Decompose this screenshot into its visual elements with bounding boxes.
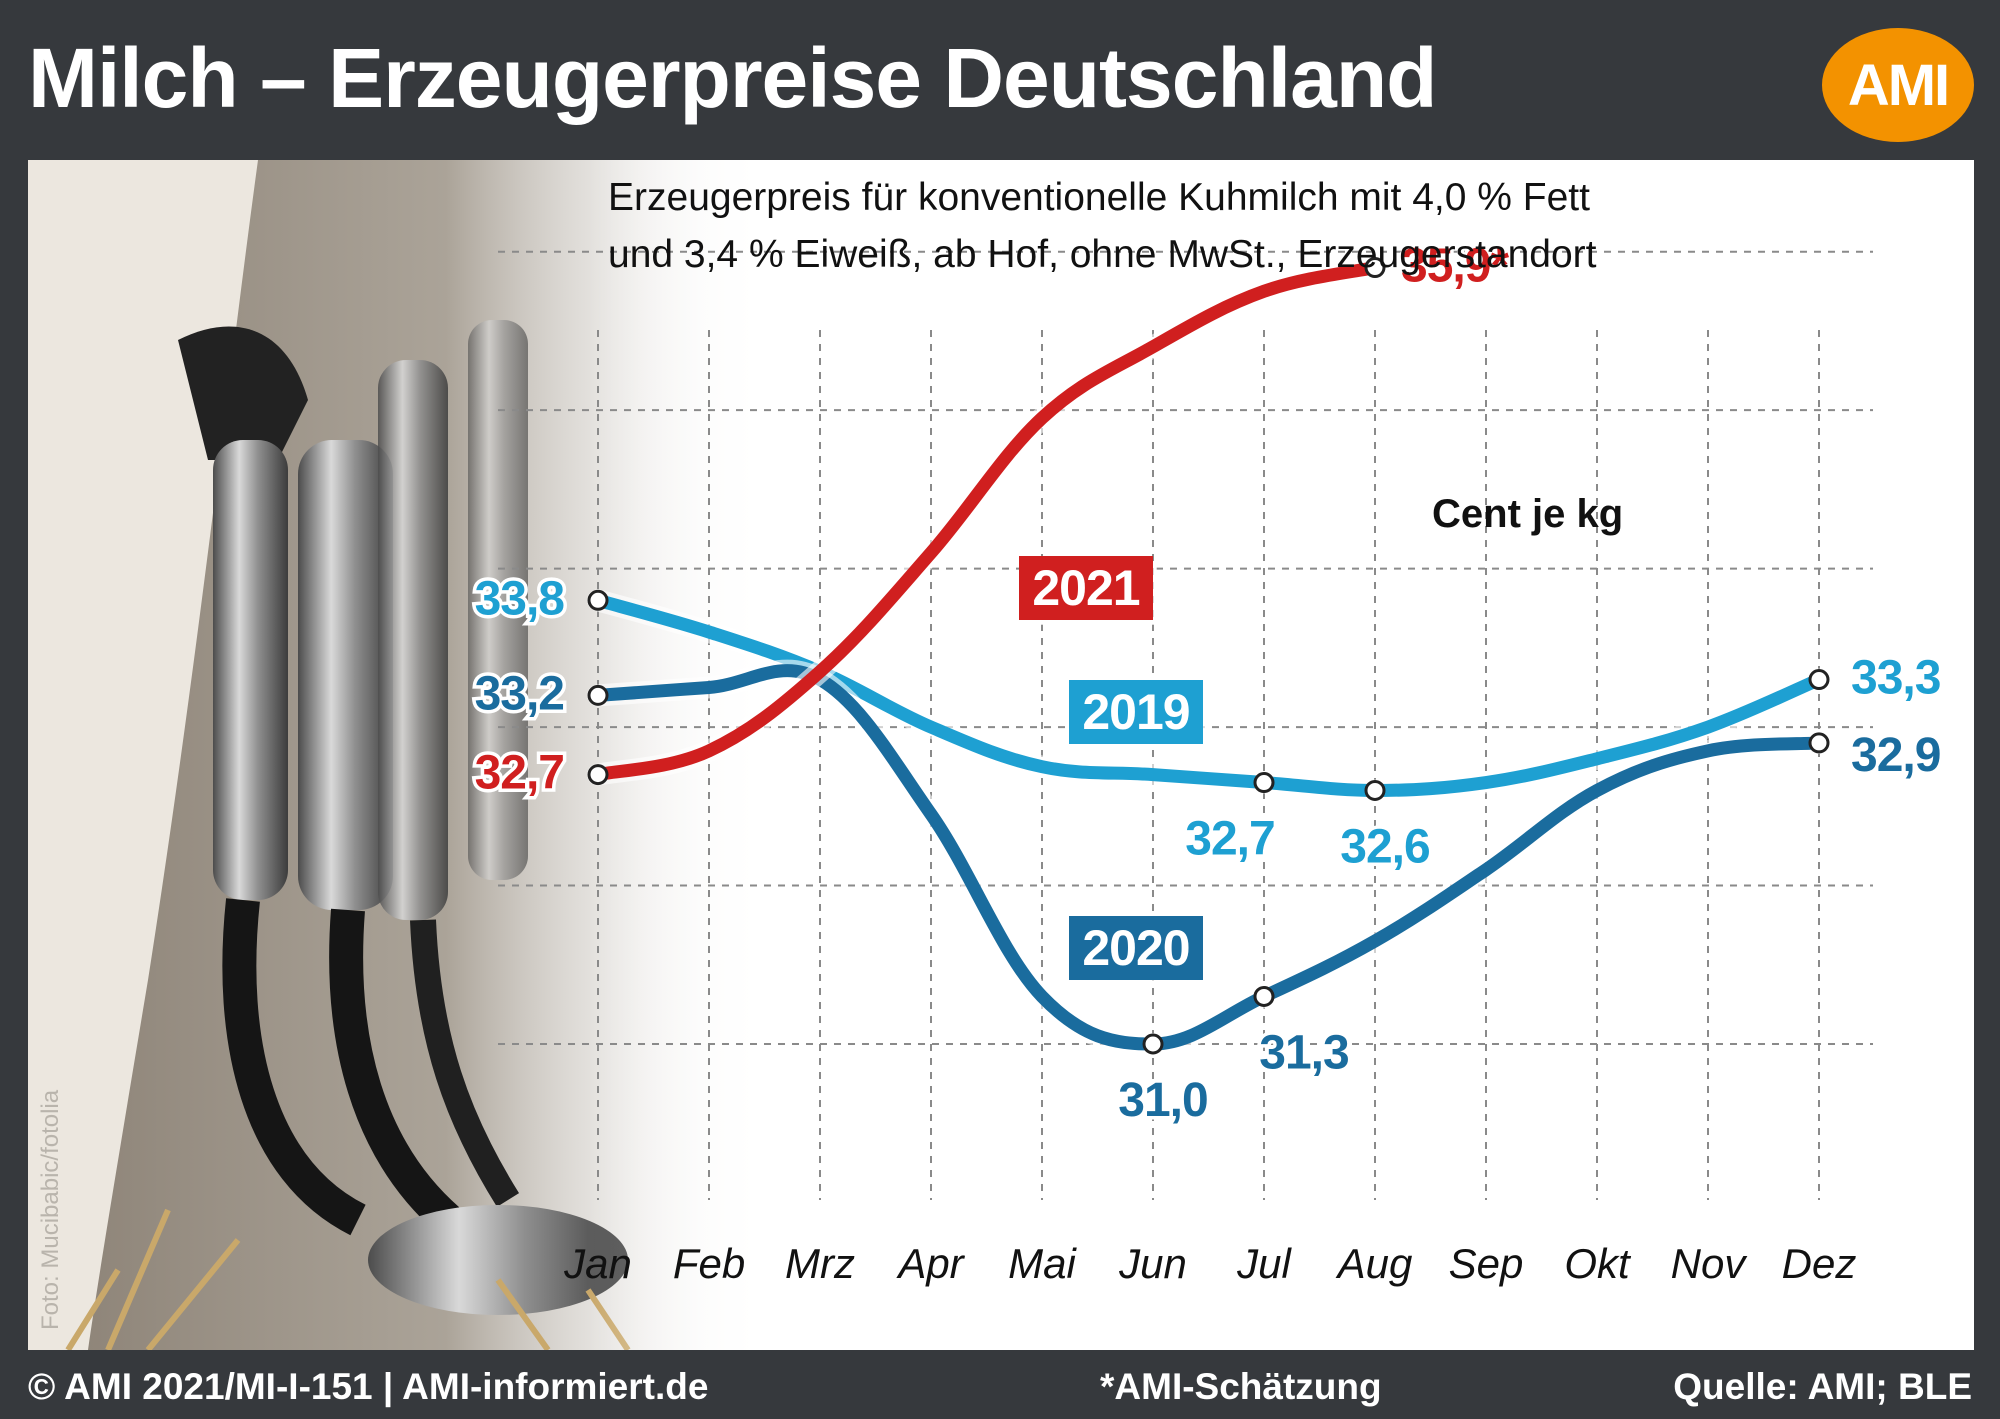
series-2020-point-11 (1808, 732, 1830, 754)
chart-subtitle-line-1: Erzeugerpreis für konventionelle Kuhmilc… (608, 176, 1590, 219)
data-label-2019-0: 33,8 (475, 572, 565, 625)
x-axis: Jan Feb Mrz Apr Mai Jun Jul Aug Sep Okt Nov Dez (563, 1240, 1856, 1287)
data-label-2020-11: 32,9 (1851, 729, 1940, 782)
series-2019-point-7 (1364, 779, 1386, 801)
x-tick-label-jul: Jul (1236, 1240, 1292, 1287)
series-name-2021: 2021 (1032, 560, 1139, 616)
series-2020-point-6 (1253, 985, 1275, 1007)
x-tick-label-jan: Jan (563, 1240, 632, 1287)
series-layer (587, 256, 1830, 1055)
series-2021-line (591, 261, 1382, 782)
series-2019-point-0 (587, 589, 609, 611)
x-tick-label-feb: Feb (673, 1240, 745, 1287)
x-tick-label-mrz: Mrz (785, 1240, 855, 1287)
x-tick-label-okt: Okt (1564, 1240, 1632, 1287)
series-box-2020 (1069, 916, 1203, 980)
x-tick-label-jun: Jun (1118, 1240, 1187, 1287)
series-2020-point-5 (1142, 1033, 1164, 1055)
data-label-2019-7: 32,6 (1340, 820, 1429, 873)
series-2019-point-6 (1253, 772, 1275, 794)
series-2021-point-0 (587, 764, 609, 786)
series-2020-point-0 (587, 684, 609, 706)
ami-logo: AMI (1822, 28, 1974, 142)
label-layer: 33,8 32,7 32,6 33,3 2019 33,2 31,0 31,3 32,9 2020… (471, 236, 1945, 1130)
series-name-2019: 2019 (1082, 684, 1189, 740)
data-label-2019-6: 32,7 (1185, 813, 1274, 866)
series-2021-point-7 (1364, 257, 1386, 279)
unit-label: Cent je kg (1432, 492, 1623, 536)
x-tick-label-nov: Nov (1671, 1240, 1749, 1287)
series-name-2020: 2020 (1082, 920, 1189, 976)
data-label-2020-0: 33,2 (475, 667, 564, 720)
data-label-2019-11: 33,3 (1851, 652, 1940, 705)
series-box-2021 (1019, 556, 1153, 620)
chart-panel: 33,8 32,7 32,6 33,3 2019 33,2 31,0 31,3 32,9 2020… (28, 160, 1974, 1350)
photo-credit: Foto: Mucibabic/fotolia (37, 1089, 64, 1330)
x-tick-label-apr: Apr (895, 1240, 965, 1287)
footer-copyright: © AMI 2021/MI-I-151 | AMI-informiert.de (28, 1366, 709, 1407)
series-2019-point-11 (1808, 669, 1830, 691)
footer-footnote: *AMI-Schätzung (1100, 1366, 1382, 1407)
x-tick-label-dez: Dez (1782, 1240, 1857, 1287)
milk-price-chart: 33,8 32,7 32,6 33,3 2019 33,2 31,0 31,3 32,9 2020… (28, 160, 1945, 1350)
data-label-2021-0: 32,7 (475, 747, 564, 800)
x-tick-label-aug: Aug (1335, 1240, 1413, 1287)
x-tick-label-mai: Mai (1008, 1240, 1077, 1287)
page-title: Milch – Erzeugerpreise Deutschland (28, 31, 1437, 125)
data-label-2021-7: 35,9* (1401, 240, 1509, 293)
data-label-2020-6: 31,3 (1259, 1026, 1348, 1079)
series-box-2019 (1069, 680, 1203, 744)
footer-source: Quelle: AMI; BLE (1673, 1366, 1972, 1407)
data-label-2020-5: 31,0 (1118, 1074, 1207, 1127)
x-tick-label-sep: Sep (1449, 1240, 1524, 1287)
chart-subtitle-line-2: und 3,4 % Eiweiß, ab Hof, ohne MwSt., Er… (608, 233, 1597, 276)
